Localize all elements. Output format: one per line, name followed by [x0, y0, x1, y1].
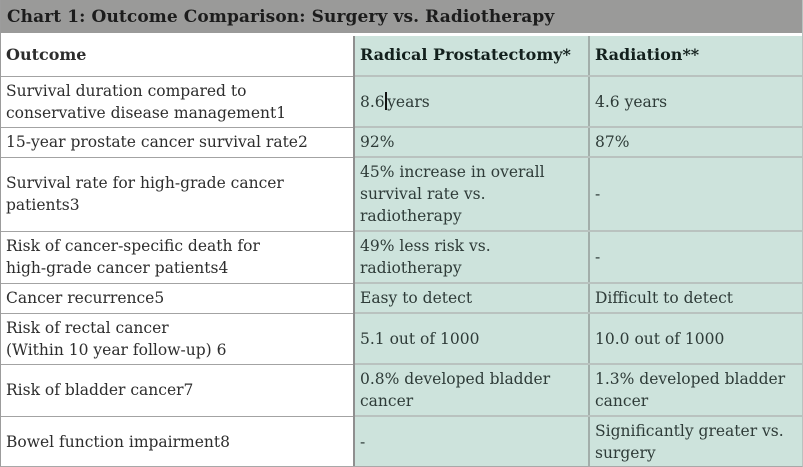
- column-header-radiation[interactable]: Radiation**: [589, 36, 802, 77]
- outcome-cell[interactable]: Survival rate for high-grade cancer pati…: [1, 157, 355, 232]
- radical-prostatectomy-cell[interactable]: -: [354, 416, 590, 466]
- radical-prostatectomy-cell[interactable]: 49% less risk vs. radiotherapy: [354, 231, 590, 284]
- radiation-cell[interactable]: 10.0 out of 1000: [589, 313, 802, 365]
- radiation-cell[interactable]: Difficult to detect: [589, 283, 802, 314]
- table-title[interactable]: Chart 1: Outcome Comparison: Surgery vs.…: [1, 0, 802, 36]
- outcome-cell[interactable]: Bowel function impairment8: [1, 416, 355, 466]
- outcome-comparison-table: Outcome Radical Prostatectomy* Radiation…: [1, 36, 802, 466]
- radiation-cell[interactable]: 87%: [589, 127, 802, 158]
- radiation-cell[interactable]: 1.3% developed bladder cancer: [589, 364, 802, 417]
- text-cursor-caret: [385, 91, 387, 110]
- column-header-radical-prostatectomy[interactable]: Radical Prostatectomy*: [354, 36, 590, 77]
- radiation-cell[interactable]: 4.6 years: [589, 76, 802, 128]
- table-row: Risk of rectal cancer (Within 10 year fo…: [1, 313, 802, 365]
- table-row: Survival duration compared to conservati…: [1, 76, 802, 128]
- table-row: Risk of cancer-specific death for high-g…: [1, 231, 802, 284]
- radical-prostatectomy-cell[interactable]: Easy to detect: [354, 283, 590, 314]
- table-row: Cancer recurrence5 Easy to detect Difficul…: [1, 283, 802, 314]
- outcome-cell[interactable]: Survival duration compared to conservati…: [1, 76, 355, 128]
- header-row: Outcome Radical Prostatectomy* Radiation…: [1, 36, 802, 77]
- column-header-outcome[interactable]: Outcome: [1, 36, 355, 77]
- radical-prostatectomy-cell[interactable]: 92%: [354, 127, 590, 158]
- outcome-cell[interactable]: Risk of cancer-specific death for high-g…: [1, 231, 355, 284]
- outcome-cell[interactable]: 15-year prostate cancer survival rate2: [1, 127, 355, 158]
- table-row: Survival rate for high-grade cancer pati…: [1, 157, 802, 232]
- radiation-cell[interactable]: -: [589, 231, 802, 284]
- radiation-cell[interactable]: Significantly greater vs. surgery: [589, 416, 802, 466]
- outcome-cell[interactable]: Cancer recurrence5: [1, 283, 355, 314]
- table-row: 15-year prostate cancer survival rate2 92…: [1, 127, 802, 158]
- radical-prostatectomy-cell[interactable]: 0.8% developed bladder cancer: [354, 364, 590, 417]
- outcome-cell[interactable]: Risk of bladder cancer7: [1, 364, 355, 417]
- cell-text-after-caret: years: [387, 92, 430, 111]
- table-body: Survival duration compared to conservati…: [1, 76, 802, 466]
- cell-text-before-caret: 8.6: [360, 92, 385, 111]
- outcome-cell[interactable]: Risk of rectal cancer (Within 10 year fo…: [1, 313, 355, 365]
- table-row: Risk of bladder cancer7 0.8% developed bl…: [1, 364, 802, 417]
- radical-prostatectomy-cell[interactable]: 5.1 out of 1000: [354, 313, 590, 365]
- radical-prostatectomy-cell[interactable]: 8.6 years: [354, 76, 590, 128]
- radical-prostatectomy-cell[interactable]: 45% increase in overall survival rate vs…: [354, 157, 590, 232]
- table-row: Bowel function impairment8- Significantly…: [1, 416, 802, 466]
- radiation-cell[interactable]: -: [589, 157, 802, 232]
